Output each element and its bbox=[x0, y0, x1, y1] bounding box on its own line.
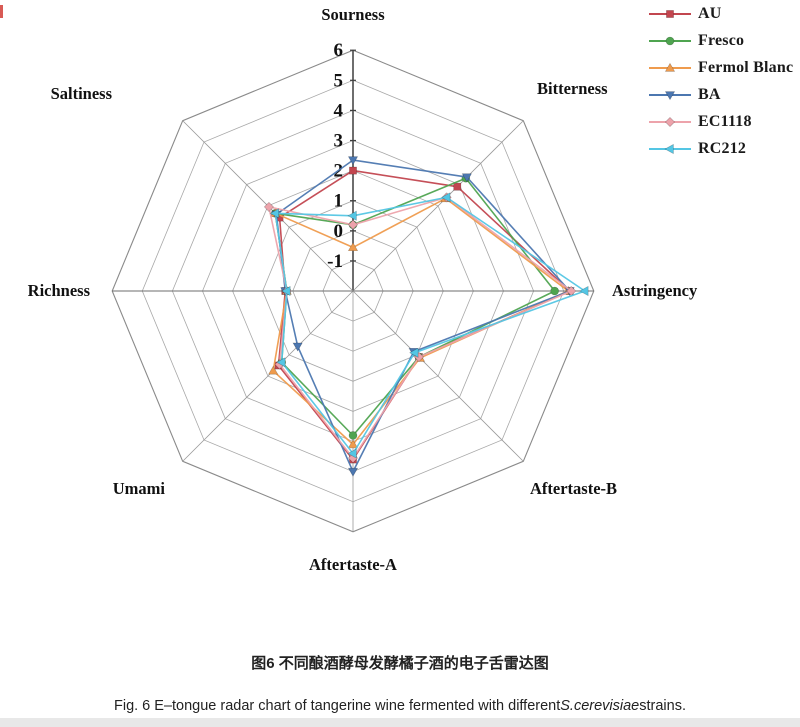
legend-label: RC212 bbox=[698, 139, 747, 157]
axis-label: Sourness bbox=[321, 5, 385, 24]
caption-en-suffix: strains. bbox=[639, 698, 686, 714]
legend-label: EC1118 bbox=[698, 112, 752, 130]
data-point-marker bbox=[347, 439, 359, 449]
series-au bbox=[274, 166, 574, 464]
legend-label: AU bbox=[698, 4, 722, 22]
axis-label: Richness bbox=[28, 281, 91, 300]
caption-english: Fig. 6 E–tongue radar chart of tangerine… bbox=[0, 698, 800, 714]
data-point-marker bbox=[461, 173, 472, 183]
data-point-marker bbox=[665, 36, 675, 45]
axis-label: Bitterness bbox=[537, 79, 608, 98]
axis-label: Astringency bbox=[612, 281, 698, 300]
data-point-marker bbox=[453, 182, 462, 191]
data-point-marker bbox=[347, 156, 359, 166]
data-point-marker bbox=[664, 143, 674, 154]
data-point-marker bbox=[409, 347, 419, 358]
tick-label: 5 bbox=[334, 70, 344, 91]
data-point-marker bbox=[347, 448, 357, 459]
legend-label: BA bbox=[698, 85, 721, 103]
data-point-marker bbox=[664, 90, 676, 100]
radar-chart-region: 6 5 4 3 2 1 0 -1 Sourness Bitterness Astringency Af… bbox=[28, 5, 793, 575]
data-point-marker bbox=[348, 431, 358, 440]
data-point-marker bbox=[347, 242, 359, 252]
data-point-marker bbox=[292, 342, 303, 352]
caption-en-italic: S.cerevisiae bbox=[560, 698, 640, 714]
series-line bbox=[275, 159, 571, 473]
data-point-marker bbox=[347, 219, 359, 230]
data-point-marker bbox=[664, 116, 676, 127]
axis-spoke bbox=[352, 290, 524, 462]
legend-item-fermol-blanc[interactable]: Fermol Blanc bbox=[648, 59, 793, 76]
data-point-marker bbox=[579, 285, 589, 297]
chart-legend: AU Fresco Fermol Blanc BA EC1118 RC212 bbox=[648, 5, 793, 157]
axis-label: Umami bbox=[113, 479, 166, 498]
axis-label: Saltiness bbox=[51, 84, 113, 103]
data-point-marker bbox=[263, 201, 274, 212]
legend-item-ec1118[interactable]: EC1118 bbox=[648, 113, 793, 130]
axis-label: Aftertaste-A bbox=[309, 555, 397, 574]
legend-marker-icon bbox=[649, 143, 691, 154]
data-point-marker bbox=[276, 357, 286, 368]
bottom-scrollbar[interactable] bbox=[0, 718, 800, 727]
legend-marker-icon bbox=[649, 62, 691, 72]
data-point-marker bbox=[281, 285, 291, 297]
data-point-marker bbox=[349, 166, 357, 175]
legend-item-au[interactable]: AU bbox=[648, 5, 793, 22]
data-point-marker bbox=[664, 62, 676, 72]
legend-label: Fresco bbox=[698, 31, 745, 49]
caption-chinese: 图6 不同酿酒酵母发酵橘子酒的电子舌雷达图 bbox=[251, 655, 549, 672]
series-ec1118 bbox=[263, 192, 577, 464]
legend-marker-icon bbox=[649, 116, 691, 127]
data-point-marker bbox=[269, 208, 280, 219]
legend-marker-icon bbox=[649, 90, 691, 100]
tick-label: 0 bbox=[334, 221, 344, 242]
legend-label: Fermol Blanc bbox=[698, 58, 794, 76]
tick-label: 1 bbox=[334, 191, 344, 212]
legend-item-ba[interactable]: BA bbox=[648, 86, 793, 103]
tick-label: 6 bbox=[334, 40, 344, 61]
caption-en-prefix: Fig. 6 E–tongue radar chart of tangerine… bbox=[113, 698, 561, 714]
axis-spoke bbox=[352, 120, 524, 292]
data-point-marker bbox=[347, 467, 359, 477]
legend-item-rc212[interactable]: RC212 bbox=[648, 140, 793, 157]
data-point-marker bbox=[347, 210, 357, 221]
data-point-marker bbox=[268, 365, 279, 375]
axis-spoke bbox=[182, 290, 354, 462]
radar-chart: 6543210-1SournessBitternessAstringencyAf… bbox=[28, 5, 698, 574]
edge-artifact bbox=[0, 5, 3, 18]
data-point-marker bbox=[666, 9, 674, 18]
data-point-marker bbox=[550, 286, 559, 296]
legend-item-fresco[interactable]: Fresco bbox=[648, 32, 793, 49]
data-point-marker bbox=[441, 192, 451, 203]
tick-label: 3 bbox=[334, 131, 344, 152]
legend-marker-icon bbox=[649, 36, 691, 45]
legend-marker-icon bbox=[649, 9, 691, 18]
axis-label: Aftertaste-B bbox=[530, 479, 617, 498]
tick-label: -1 bbox=[327, 251, 343, 272]
series-line bbox=[268, 196, 573, 459]
tick-label: 4 bbox=[334, 100, 344, 121]
series-rc212 bbox=[269, 192, 589, 459]
